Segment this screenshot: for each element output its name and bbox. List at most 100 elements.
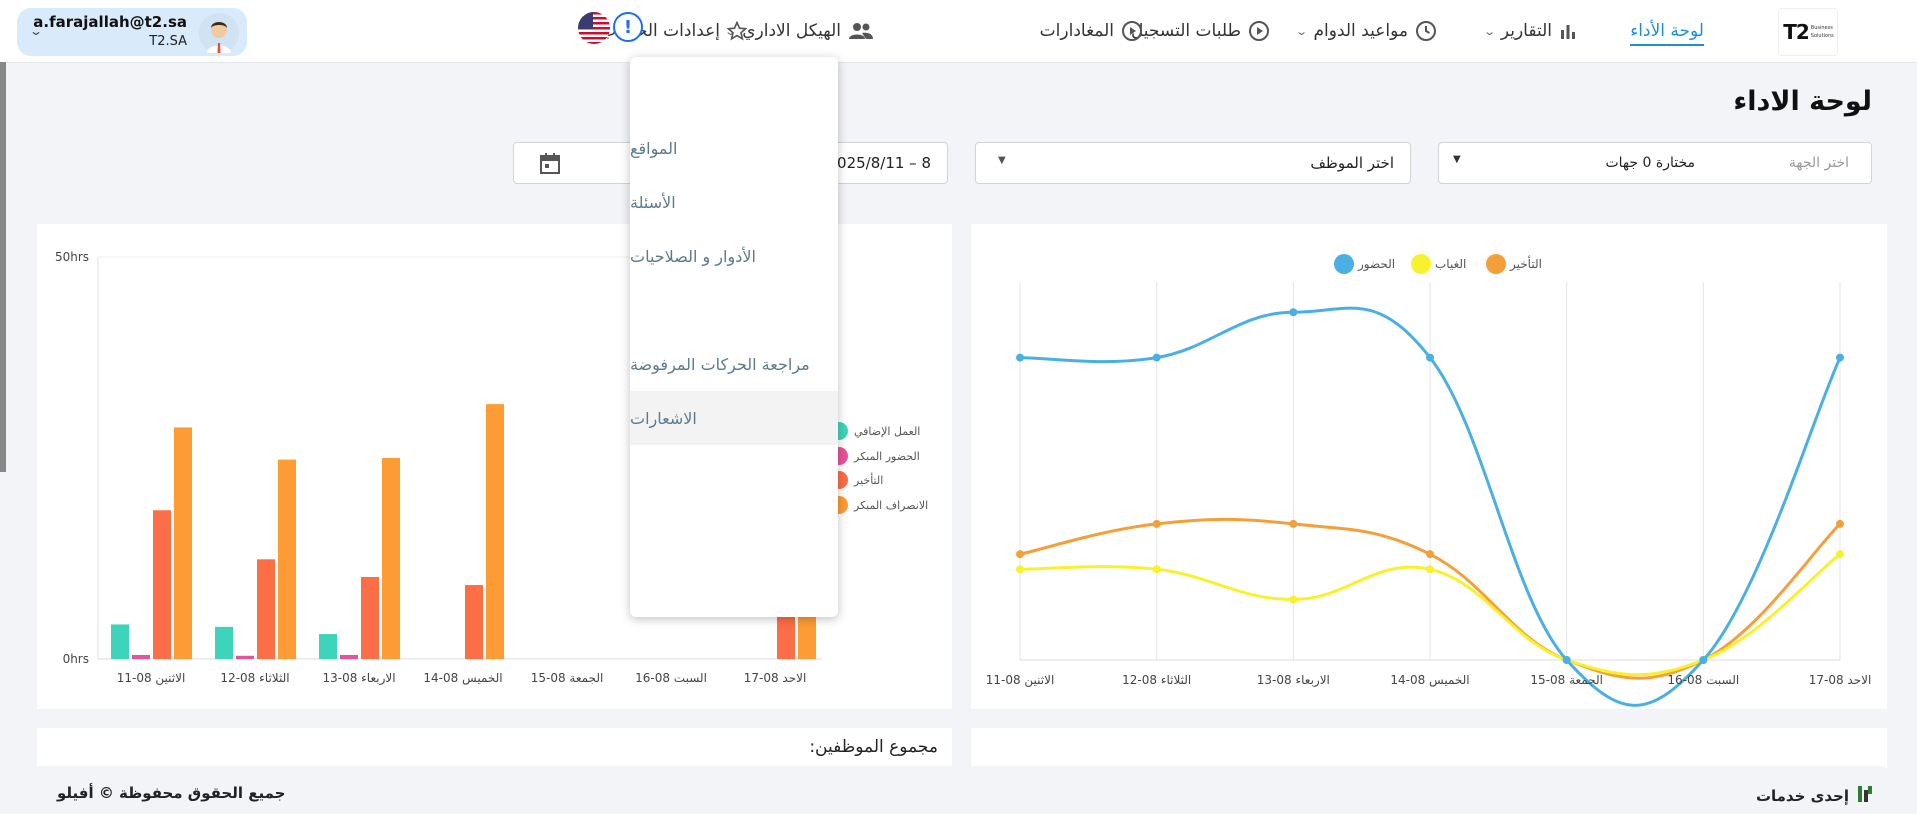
data-point[interactable] — [1289, 595, 1298, 604]
data-point[interactable] — [1016, 550, 1024, 559]
legend-label: الغياب — [1435, 257, 1466, 271]
chevron-down-icon: ⌄ — [1295, 24, 1309, 38]
menu-item-roles-permissions[interactable]: الأدوار و الصلاحيات — [630, 246, 756, 266]
summary-card-right — [971, 728, 1887, 768]
date-range-value: 2025/8/11 – 8 — [827, 154, 932, 172]
employee-select-placeholder: اختر الموظف — [1310, 154, 1394, 172]
bar-0[interactable] — [319, 634, 337, 659]
data-point[interactable] — [1016, 565, 1024, 574]
data-point[interactable] — [1699, 656, 1708, 664]
data-point[interactable] — [1426, 550, 1434, 559]
legend-label: الحضور — [1357, 257, 1395, 272]
nav-org-structure[interactable]: الهيكل الاداري ⌄ — [724, 14, 874, 48]
bar-2[interactable] — [361, 576, 379, 659]
x-tick-label: الثلاثاء 08-12 — [1122, 673, 1191, 687]
nav-registration-requests[interactable]: طلبات التسجيل — [1131, 14, 1270, 48]
entity-select[interactable]: اختر الجهة مختارة 0 جهات ▼ — [1438, 142, 1872, 184]
t2-logo[interactable]: T2 Business Solutions — [1778, 8, 1838, 56]
x-tick-label: الجمعة 08-15 — [531, 671, 604, 685]
us-flag-icon[interactable] — [578, 12, 610, 44]
nav-departures[interactable]: المغادارات — [1040, 14, 1143, 48]
nav-dashboard[interactable]: لوحة الأداء — [1630, 14, 1704, 48]
bar-2[interactable] — [257, 559, 275, 659]
x-tick-label: الخميس 08-14 — [423, 671, 502, 686]
x-tick-label: الجمعة 08-15 — [1530, 673, 1603, 687]
x-tick-label: الاحد 08-17 — [1809, 673, 1872, 687]
data-point[interactable] — [1289, 308, 1298, 317]
x-tick-label: الاحد 08-17 — [744, 671, 807, 685]
sidebar-scroll-edge[interactable] — [0, 62, 6, 472]
bar-3[interactable] — [486, 404, 504, 659]
clock-icon — [1415, 20, 1437, 42]
caret-down-icon: ▼ — [998, 155, 1006, 166]
legend-marker[interactable] — [1411, 254, 1431, 274]
chevron-down-icon: ⌄ — [28, 24, 44, 38]
bar-chart-icon — [1559, 22, 1577, 40]
bar-1[interactable] — [236, 655, 254, 659]
data-point[interactable] — [1426, 565, 1434, 574]
footer-brand: إحدى خدمات — [1756, 784, 1875, 808]
data-point[interactable] — [1152, 519, 1161, 528]
bar-3[interactable] — [382, 458, 400, 659]
user-email: a.farajallah@t2.sa — [33, 13, 187, 31]
menu-item-locations[interactable]: المواقع — [630, 138, 678, 158]
bar-0[interactable] — [215, 626, 233, 659]
data-point[interactable] — [1016, 353, 1024, 362]
x-tick-label: الثلاثاء 08-12 — [220, 671, 289, 685]
legend-marker[interactable] — [1486, 254, 1506, 274]
data-point[interactable] — [1152, 353, 1161, 362]
x-tick-label: الاربعاء 08-13 — [1257, 673, 1330, 688]
calendar-icon[interactable] — [540, 152, 560, 178]
bar-3[interactable] — [278, 459, 296, 659]
data-point[interactable] — [1836, 519, 1844, 528]
data-point[interactable] — [1289, 519, 1298, 528]
data-point[interactable] — [1562, 656, 1571, 664]
y-tick-label: 0hrs — [63, 652, 89, 666]
nav-reports[interactable]: التقارير ⌄ — [1482, 14, 1577, 48]
bar-2[interactable] — [153, 510, 171, 659]
data-point[interactable] — [1836, 353, 1844, 362]
data-point[interactable] — [1836, 550, 1844, 559]
legend-label: الحضور المبكر — [853, 450, 920, 463]
nav-work-schedules[interactable]: مواعيد الدوام ⌄ — [1295, 14, 1437, 48]
footer-copyright: جميع الحقوق محفوظة © أفيلو — [57, 784, 286, 802]
entity-select-label: اختر الجهة — [1788, 155, 1849, 171]
user-menu[interactable]: ⌄ a.farajallah@t2.sa T2.SA — [17, 8, 247, 56]
bar-1[interactable] — [340, 654, 358, 659]
people-icon — [848, 22, 874, 40]
data-point[interactable] — [1426, 353, 1434, 362]
bar-3[interactable] — [798, 610, 816, 659]
legend-label: التأخير — [853, 472, 883, 487]
caret-down-icon: ▼ — [1453, 154, 1461, 165]
x-tick-label: الاثنين 08-11 — [986, 673, 1055, 688]
menu-item-questions[interactable]: الأسئلة — [630, 192, 676, 212]
bar-2[interactable] — [777, 610, 795, 659]
legend-label: الانصراف المبكر — [853, 499, 928, 512]
entity-select-value: مختارة 0 جهات — [1605, 155, 1695, 171]
bar-2[interactable] — [465, 585, 483, 659]
footer: إحدى خدمات جميع الحقوق محفوظة © أفيلو — [37, 766, 1885, 814]
chevron-down-icon: ⌄ — [1482, 24, 1496, 38]
menu-item-rejected-transactions[interactable]: مراجعة الحركات المرفوضة — [630, 354, 810, 374]
employee-select[interactable]: اختر الموظف ▼ — [975, 142, 1411, 184]
legend-label: التأخير — [1509, 255, 1542, 272]
user-org: T2.SA — [149, 34, 187, 49]
bar-0[interactable] — [111, 624, 129, 659]
menu-item-notifications[interactable]: الاشعارات — [630, 391, 838, 445]
afilo-logo-icon — [1855, 784, 1875, 808]
page-title: لوحة الاداء — [1733, 86, 1872, 117]
legend-marker[interactable] — [1334, 254, 1354, 274]
x-tick-label: السبت 08-16 — [1667, 673, 1739, 687]
bar-3[interactable] — [174, 427, 192, 659]
avatar — [199, 13, 239, 53]
x-tick-label: الاثنين 08-11 — [117, 671, 186, 686]
summary-card-left: مجموع الموظفين: — [37, 728, 952, 768]
data-point[interactable] — [1152, 565, 1161, 574]
hours-bar-chart: 50hrs 0hrs الاثنين 08-11 الثلاثاء 08-12 الار… — [55, 250, 928, 686]
play-circle-icon — [1248, 20, 1270, 42]
employees-total-label: مجموع الموظفين: — [809, 737, 938, 757]
bar-1[interactable] — [132, 654, 150, 659]
help-alert-icon[interactable]: ! — [613, 12, 643, 42]
star-icon — [727, 21, 747, 41]
x-tick-label: الخميس 08-14 — [1390, 673, 1469, 688]
